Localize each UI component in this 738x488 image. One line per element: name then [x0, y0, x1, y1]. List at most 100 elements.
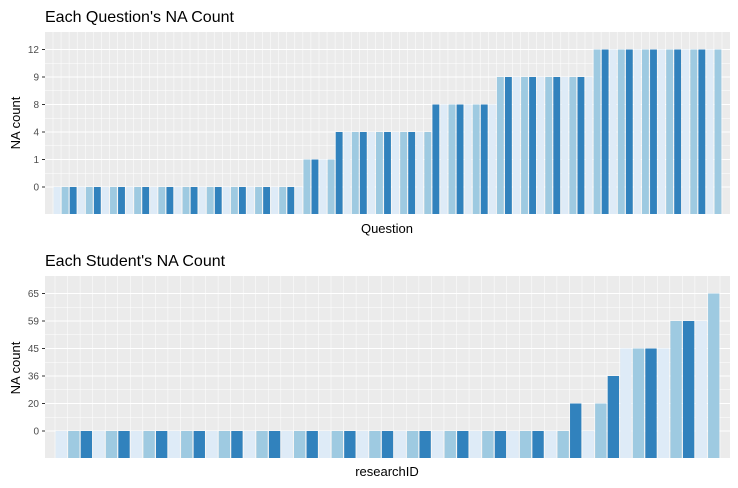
- y-tick-label: 20: [28, 399, 40, 410]
- bar: [384, 132, 391, 214]
- bar: [351, 132, 359, 214]
- bar: [247, 187, 254, 214]
- bar: [168, 431, 180, 458]
- bar: [561, 77, 569, 214]
- bar: [666, 49, 674, 214]
- bar: [595, 403, 607, 458]
- bar: [55, 431, 67, 458]
- bar: [311, 159, 319, 214]
- bar: [369, 431, 381, 458]
- bar: [519, 431, 532, 458]
- bar: [158, 187, 166, 214]
- bar: [255, 187, 262, 214]
- bar: [279, 187, 287, 214]
- y-tick-label: 4: [33, 128, 39, 139]
- bar: [698, 49, 706, 214]
- bar: [343, 132, 351, 214]
- bar: [69, 187, 77, 214]
- bar: [243, 431, 256, 458]
- bar: [356, 431, 369, 458]
- y-tick-label: 36: [28, 372, 40, 383]
- bar: [457, 431, 469, 458]
- bar: [367, 132, 375, 214]
- bar: [416, 132, 424, 214]
- bar: [601, 49, 609, 214]
- bar: [633, 49, 641, 214]
- bar: [432, 431, 444, 458]
- bar: [658, 49, 665, 214]
- chart-title: Each Question's NA Count: [45, 9, 234, 26]
- bar: [53, 187, 61, 214]
- bar: [432, 104, 440, 214]
- bar: [394, 431, 406, 458]
- bar: [557, 431, 569, 458]
- bar: [319, 159, 327, 214]
- bar: [532, 431, 544, 458]
- y-axis-title: NA count: [8, 341, 23, 394]
- y-axis: 0 20 36 45 59 65: [28, 289, 45, 438]
- bar: [182, 187, 190, 214]
- y-tick-label: 0: [33, 427, 39, 438]
- bar: [268, 431, 281, 458]
- bar: [392, 132, 399, 214]
- y-tick-label: 8: [33, 100, 39, 111]
- bar: [271, 187, 279, 214]
- y-tick-label: 59: [28, 317, 40, 328]
- bar: [670, 321, 682, 458]
- y-tick-label: 0: [33, 183, 39, 194]
- bar: [303, 159, 311, 214]
- x-axis-title: Question: [361, 221, 413, 236]
- bar: [408, 132, 416, 214]
- bar: [545, 77, 553, 214]
- bar: [174, 187, 182, 214]
- y-tick-label: 1: [33, 155, 39, 166]
- bar: [218, 431, 231, 458]
- bar-series: [55, 293, 720, 458]
- chart-title: Each Student's NA Count: [45, 253, 226, 270]
- bar: [77, 187, 85, 214]
- bar: [101, 187, 109, 214]
- bar: [222, 187, 230, 214]
- bar: [569, 77, 577, 214]
- bar: [400, 132, 408, 214]
- bar: [381, 431, 394, 458]
- bar: [682, 49, 690, 214]
- bar: [641, 49, 649, 214]
- bar: [609, 49, 617, 214]
- student-na-chart: Each Student's NA Count 0 20 36 45 59 65 rese…: [8, 253, 730, 479]
- bar: [464, 104, 472, 214]
- bar: [494, 431, 507, 458]
- y-tick-label: 12: [28, 45, 40, 56]
- y-tick-label: 45: [28, 344, 40, 355]
- bar: [706, 49, 714, 214]
- bar: [126, 187, 134, 214]
- bar: [406, 431, 419, 458]
- bar: [625, 49, 633, 214]
- bar: [507, 431, 519, 458]
- bar: [331, 431, 343, 458]
- bar: [657, 348, 670, 458]
- y-axis-title: NA count: [8, 96, 23, 149]
- bar: [529, 77, 537, 214]
- bar: [577, 77, 585, 214]
- bar: [448, 104, 456, 214]
- y-tick-label: 9: [33, 73, 39, 84]
- bar: [150, 187, 158, 214]
- bar: [118, 187, 125, 214]
- bar: [293, 431, 306, 458]
- bar: [93, 431, 105, 458]
- bar: [85, 187, 93, 214]
- bar: [118, 431, 130, 458]
- bar-series: [53, 49, 722, 214]
- bar: [617, 49, 625, 214]
- bar: [256, 431, 268, 458]
- bar: [61, 187, 69, 214]
- bar: [238, 187, 246, 214]
- bar: [359, 132, 367, 214]
- bar: [582, 431, 594, 458]
- bar: [419, 431, 431, 458]
- y-tick-label: 65: [28, 289, 40, 300]
- bar: [424, 132, 432, 214]
- bar: [488, 104, 496, 214]
- bar: [142, 187, 150, 214]
